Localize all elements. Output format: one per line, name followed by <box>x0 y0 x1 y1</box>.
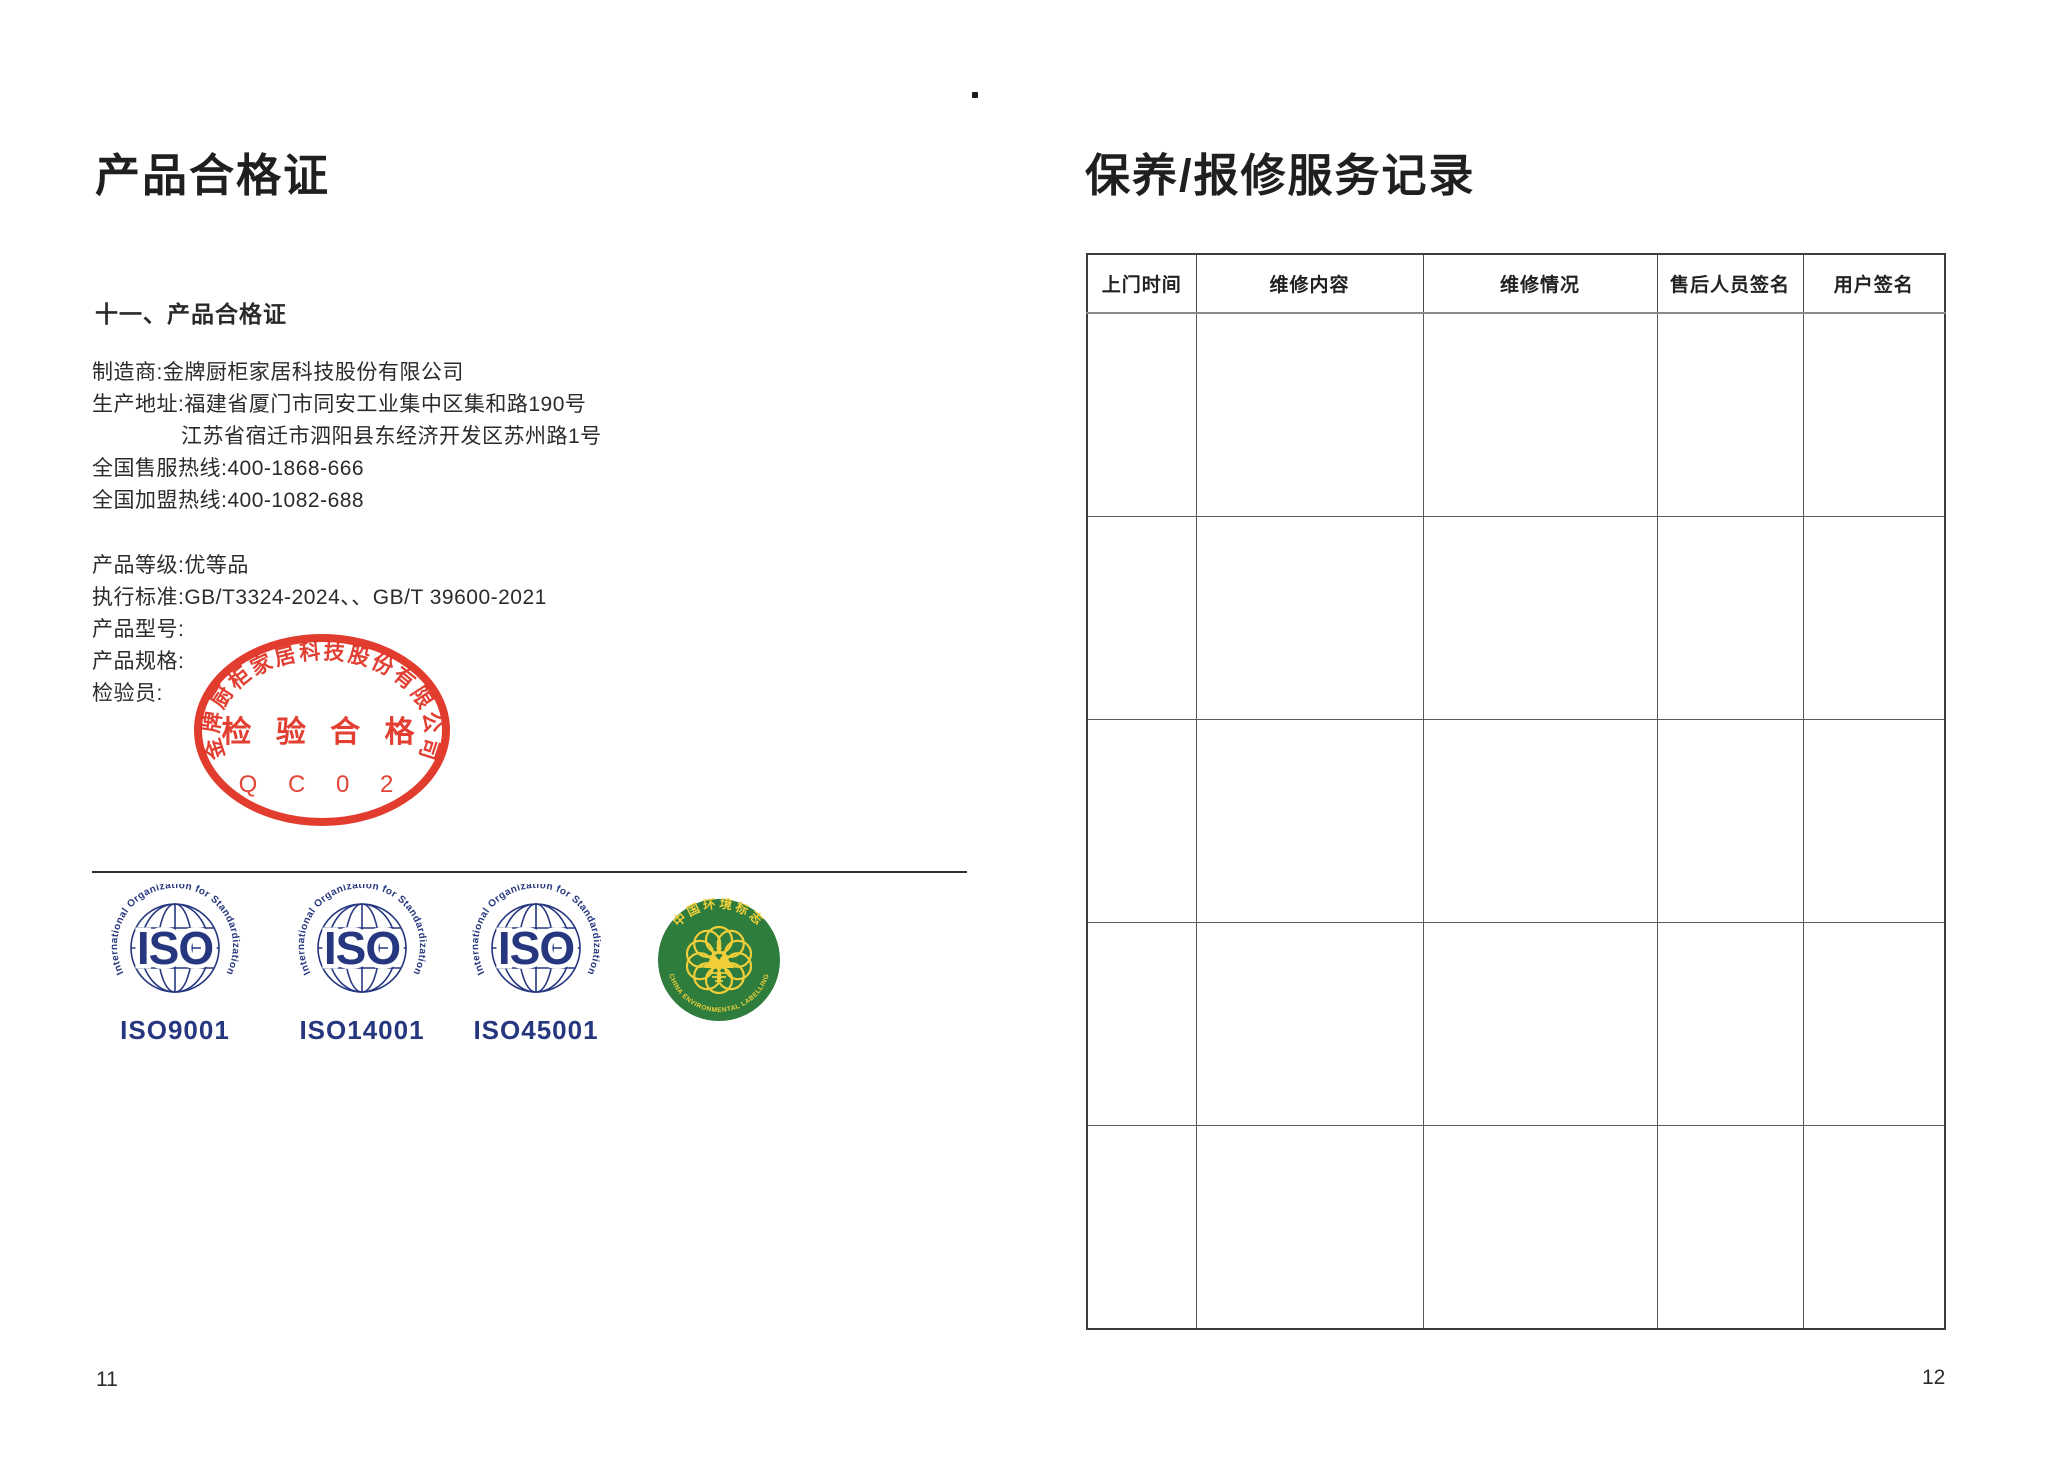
eco-sun-icon <box>716 945 722 951</box>
left-page-divider <box>92 871 967 873</box>
col-header-repair-status: 维修情况 <box>1422 253 1658 314</box>
empty-cell <box>1086 312 1197 517</box>
iso-wordmark: ISO <box>498 922 574 974</box>
empty-cell <box>1086 516 1197 720</box>
factory-address-line-2: 江苏省宿迁市泗阳县东经济开发区苏州路1号 <box>181 425 602 448</box>
table-row <box>1086 922 1946 1126</box>
left-page-title: 产品合格证 <box>95 150 331 201</box>
empty-cell <box>1656 516 1804 720</box>
empty-cell <box>1656 922 1804 1126</box>
iso-wordmark: ISO <box>324 922 400 974</box>
empty-cell <box>1802 312 1946 517</box>
empty-cell <box>1802 516 1946 720</box>
print-mark-dot <box>972 92 978 98</box>
inspector-line: 检验员: <box>92 682 163 705</box>
table-header-row: 上门时间 维修内容 维修情况 售后人员签名 用户签名 <box>1086 253 1946 314</box>
stamp-passed-text: 检 验 合 格 <box>221 715 422 749</box>
iso-globe-icon: International Organization for Standardi… <box>109 880 241 993</box>
empty-cell <box>1656 1125 1804 1330</box>
stamp-code-text: Q C 0 2 <box>239 771 406 798</box>
iso-globe-icon: International Organization for Standardi… <box>296 880 428 993</box>
standard-line: 执行标准:GB/T3324-2024、、GB/T 39600-2021 <box>92 586 547 609</box>
iso14001-label: ISO14001 <box>299 1015 425 1045</box>
empty-cell <box>1086 719 1197 923</box>
empty-cell <box>1656 312 1804 517</box>
left-page-number: 11 <box>96 1368 118 1391</box>
franchise-hotline-line: 全国加盟热线:400-1082-688 <box>92 489 365 512</box>
table-row <box>1086 312 1946 517</box>
iso45001-label: ISO45001 <box>473 1015 599 1045</box>
iso-globe-icon: International Organization for Standardi… <box>470 880 602 993</box>
eco-label-icon: 中国环境标志 CHINA ENVIRONMENTAL LABELLING <box>658 896 780 1021</box>
factory-address-line-1: 生产地址:福建省厦门市同安工业集中区集和路190号 <box>92 393 587 416</box>
empty-cell <box>1656 719 1804 923</box>
col-header-repair-content: 维修内容 <box>1195 253 1424 314</box>
eco-mountain-icon <box>704 953 734 968</box>
china-environmental-labelling-logo: 中国环境标志 CHINA ENVIRONMENTAL LABELLING <box>657 896 781 1022</box>
manufacturer-line: 制造商:金牌厨柜家居科技股份有限公司 <box>92 361 464 384</box>
table-row <box>1086 1125 1946 1330</box>
certificate-section-heading: 十一、产品合格证 <box>95 301 287 327</box>
inspection-stamp: 金牌厨柜家居科技股份有限公司 检 验 合 格 Q C 0 2 <box>182 630 462 830</box>
product-size-line: 产品规格: <box>92 650 185 673</box>
empty-cell <box>1422 312 1658 517</box>
iso14001-logo: International Organization for Standardi… <box>277 880 447 1046</box>
empty-cell <box>1802 1125 1946 1330</box>
empty-cell <box>1802 719 1946 923</box>
iso-wordmark: ISO <box>137 922 213 974</box>
empty-cell <box>1422 719 1658 923</box>
iso45001-logo: International Organization for Standardi… <box>451 880 621 1046</box>
iso9001-logo: International Organization for Standardi… <box>90 880 260 1046</box>
right-page-title: 保养/报修服务记录 <box>1085 150 1476 201</box>
manufacturer-info-block: 制造商:金牌厨柜家居科技股份有限公司 生产地址:福建省厦门市同安工业集中区集和路… <box>92 357 602 517</box>
product-model-line: 产品型号: <box>92 618 185 641</box>
empty-cell <box>1195 1125 1424 1330</box>
col-header-staff-signature: 售后人员签名 <box>1656 253 1804 314</box>
right-page-number: 12 <box>1922 1366 1946 1389</box>
empty-cell <box>1195 922 1424 1126</box>
empty-cell <box>1195 516 1424 720</box>
iso9001-label: ISO9001 <box>120 1015 230 1045</box>
empty-cell <box>1422 516 1658 720</box>
empty-cell <box>1422 1125 1658 1330</box>
empty-cell <box>1086 1125 1197 1330</box>
service-record-table: 上门时间 维修内容 维修情况 售后人员签名 用户签名 <box>1086 253 1946 1330</box>
empty-cell <box>1195 312 1424 517</box>
product-spec-block: 产品等级:优等品 执行标准:GB/T3324-2024、、GB/T 39600-… <box>92 550 547 710</box>
table-row <box>1086 719 1946 923</box>
table-row <box>1086 516 1946 720</box>
empty-cell <box>1195 719 1424 923</box>
service-hotline-line: 全国售服热线:400-1868-666 <box>92 457 365 480</box>
empty-cell <box>1086 922 1197 1126</box>
product-grade-line: 产品等级:优等品 <box>92 554 249 577</box>
service-record-grid: 上门时间 维修内容 维修情况 售后人员签名 用户签名 <box>1086 253 1946 1330</box>
inspection-stamp-graphic: 金牌厨柜家居科技股份有限公司 检 验 合 格 Q C 0 2 <box>194 634 450 826</box>
col-header-visit-time: 上门时间 <box>1086 253 1197 314</box>
empty-cell <box>1422 922 1658 1126</box>
col-header-user-signature: 用户签名 <box>1802 253 1946 314</box>
empty-cell <box>1802 922 1946 1126</box>
